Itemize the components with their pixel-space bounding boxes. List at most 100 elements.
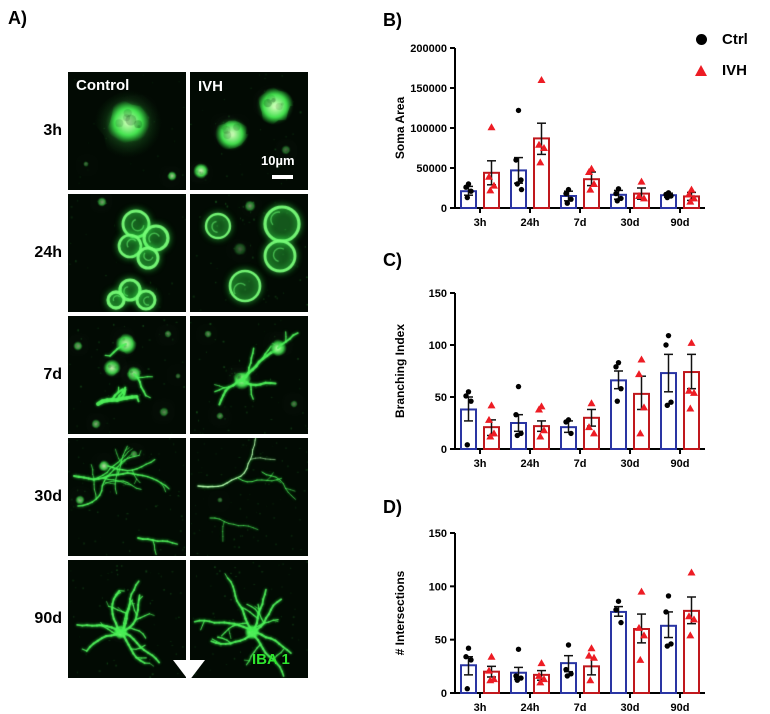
data-point-ctrl xyxy=(615,598,622,604)
data-point-ctrl xyxy=(468,188,474,194)
data-point-ivh xyxy=(690,388,698,396)
data-point-ctrl xyxy=(463,184,469,190)
x-tick-label: 24h xyxy=(521,458,540,470)
data-point-ivh xyxy=(686,631,695,639)
data-point-ctrl xyxy=(664,643,670,649)
y-axis-title: Soma Area xyxy=(393,97,407,160)
data-point-ivh xyxy=(637,587,646,595)
data-point-ctrl xyxy=(463,393,469,399)
data-point-ivh xyxy=(486,186,495,194)
data-point-ctrl xyxy=(513,673,519,679)
data-point-ctrl xyxy=(663,609,669,615)
data-point-ivh xyxy=(487,652,496,660)
x-tick-label: 90d xyxy=(671,458,690,470)
x-tick-label: 24h xyxy=(521,217,540,229)
data-point-ivh xyxy=(636,655,645,663)
y-tick-label: 100 xyxy=(429,340,447,352)
data-point-ctrl xyxy=(568,196,574,202)
data-point-ctrl xyxy=(613,607,619,613)
data-point-ivh xyxy=(536,432,545,440)
data-point-ivh xyxy=(587,644,596,652)
data-point-ivh xyxy=(486,676,495,684)
data-point-ivh xyxy=(540,675,548,683)
data-point-ivh xyxy=(540,426,548,434)
micrograph-30d-ivh xyxy=(190,438,308,556)
legend-label: IVH xyxy=(722,61,748,79)
data-point-ctrl xyxy=(514,432,520,439)
y-tick-label: 100 xyxy=(429,581,447,593)
data-point-ivh xyxy=(687,568,696,576)
data-point-ctrl xyxy=(463,654,469,660)
data-point-ctrl xyxy=(518,177,524,183)
micrograph-24h-control xyxy=(68,194,186,312)
data-point-ivh xyxy=(590,653,598,661)
data-point-ctrl xyxy=(518,186,525,193)
data-point-ctrl xyxy=(563,190,569,197)
x-tick-label: 3h xyxy=(474,458,487,470)
error-bar xyxy=(614,605,623,617)
micrograph-7d-control xyxy=(68,316,186,434)
panel-b-label: B) xyxy=(383,10,402,30)
data-point-ivh xyxy=(587,399,596,407)
x-tick-label: 30d xyxy=(621,458,640,470)
control-column-header: Control xyxy=(76,77,130,94)
data-point-ivh xyxy=(485,172,493,180)
data-point-ctrl xyxy=(614,198,620,204)
data-point-ctrl xyxy=(564,673,570,679)
branching-index-chart: 0 50 100 150 Branching Index 3h 24h 7d 30d 90d xyxy=(393,288,705,470)
legend-item-ctrl: Ctrl xyxy=(693,30,748,48)
micrograph-3h-control xyxy=(68,72,186,190)
data-point-ivh xyxy=(590,429,598,437)
y-tick-label: 150 xyxy=(429,288,447,300)
data-point-ivh xyxy=(686,197,695,205)
data-point-ctrl xyxy=(464,442,470,448)
data-point-ctrl xyxy=(615,186,622,192)
data-point-ctrl xyxy=(514,181,520,187)
data-point-ivh xyxy=(535,671,543,679)
data-point-ivh xyxy=(637,177,646,185)
data-point-ctrl xyxy=(515,646,522,652)
data-point-ctrl xyxy=(468,657,474,663)
data-point-ctrl xyxy=(515,107,522,114)
data-point-ivh xyxy=(636,429,645,437)
data-point-ctrl xyxy=(464,686,470,692)
data-point-ivh xyxy=(535,405,543,413)
data-point-ctrl xyxy=(568,430,574,437)
row-label-90d: 90d xyxy=(34,610,62,627)
y-tick-label: 200000 xyxy=(410,43,447,55)
data-point-ivh xyxy=(586,185,595,193)
data-point-ctrl xyxy=(465,645,472,651)
data-point-ctrl xyxy=(464,194,470,201)
y-tick-label: 50 xyxy=(435,392,447,404)
y-tick-label: 150000 xyxy=(410,83,447,95)
data-point-ctrl xyxy=(618,385,624,392)
y-tick-label: 150 xyxy=(429,528,447,540)
panel-a-label: A) xyxy=(8,8,27,28)
data-point-ctrl xyxy=(565,642,572,648)
micrograph-3h-ivh xyxy=(190,72,308,190)
y-tick-label: 50 xyxy=(435,635,447,647)
micrograph-7d-ivh xyxy=(190,316,308,434)
data-point-ivh xyxy=(690,615,698,623)
y-tick-label: 0 xyxy=(441,444,447,456)
data-point-ivh xyxy=(490,181,498,189)
x-tick-label: 24h xyxy=(521,702,540,714)
y-axis-title: # Intersections xyxy=(393,570,407,655)
data-point-ctrl xyxy=(665,593,672,599)
legend-item-ivh: IVH xyxy=(693,61,748,79)
micrograph-30d-control xyxy=(68,438,186,556)
data-point-ctrl xyxy=(613,190,619,197)
data-point-ctrl xyxy=(618,619,624,626)
data-point-ivh xyxy=(640,403,648,411)
data-point-ivh xyxy=(635,370,643,378)
data-point-ivh xyxy=(487,123,496,131)
row-label-24h: 24h xyxy=(34,244,62,261)
legend-label: Ctrl xyxy=(722,30,748,48)
micrograph-90d-control xyxy=(68,560,186,678)
triangle-marker-icon xyxy=(693,64,709,76)
x-tick-label: 30d xyxy=(621,702,640,714)
x-tick-label: 7d xyxy=(574,217,587,229)
data-point-ctrl xyxy=(513,411,519,418)
data-point-ivh xyxy=(690,194,698,202)
